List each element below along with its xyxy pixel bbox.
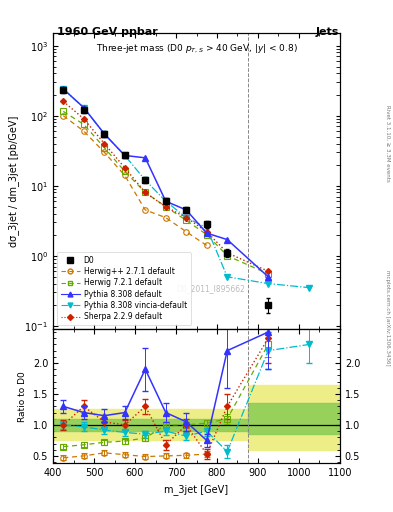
Text: Three-jet mass (D0 $p_{T,S}$ > 40 GeV, $|y|$ < 0.8): Three-jet mass (D0 $p_{T,S}$ > 40 GeV, $… [95, 42, 298, 55]
X-axis label: m_3jet [GeV]: m_3jet [GeV] [164, 484, 229, 495]
Text: 1960 GeV ppbar: 1960 GeV ppbar [57, 27, 158, 37]
Y-axis label: Ratio to D0: Ratio to D0 [18, 371, 27, 421]
Legend: D0, Herwig++ 2.7.1 default, Herwig 7.2.1 default, Pythia 8.308 default, Pythia 8: D0, Herwig++ 2.7.1 default, Herwig 7.2.1… [57, 252, 191, 325]
Text: Rivet 3.1.10, ≥ 3.3M events: Rivet 3.1.10, ≥ 3.3M events [385, 105, 390, 182]
Text: mcplots.cern.ch [arXiv:1306.3436]: mcplots.cern.ch [arXiv:1306.3436] [385, 270, 390, 365]
Text: Jets: Jets [316, 27, 339, 37]
Y-axis label: dσ_3jet / dm_3jet [pb/GeV]: dσ_3jet / dm_3jet [pb/GeV] [8, 115, 19, 247]
Text: D0_2011_I895662: D0_2011_I895662 [176, 285, 245, 293]
